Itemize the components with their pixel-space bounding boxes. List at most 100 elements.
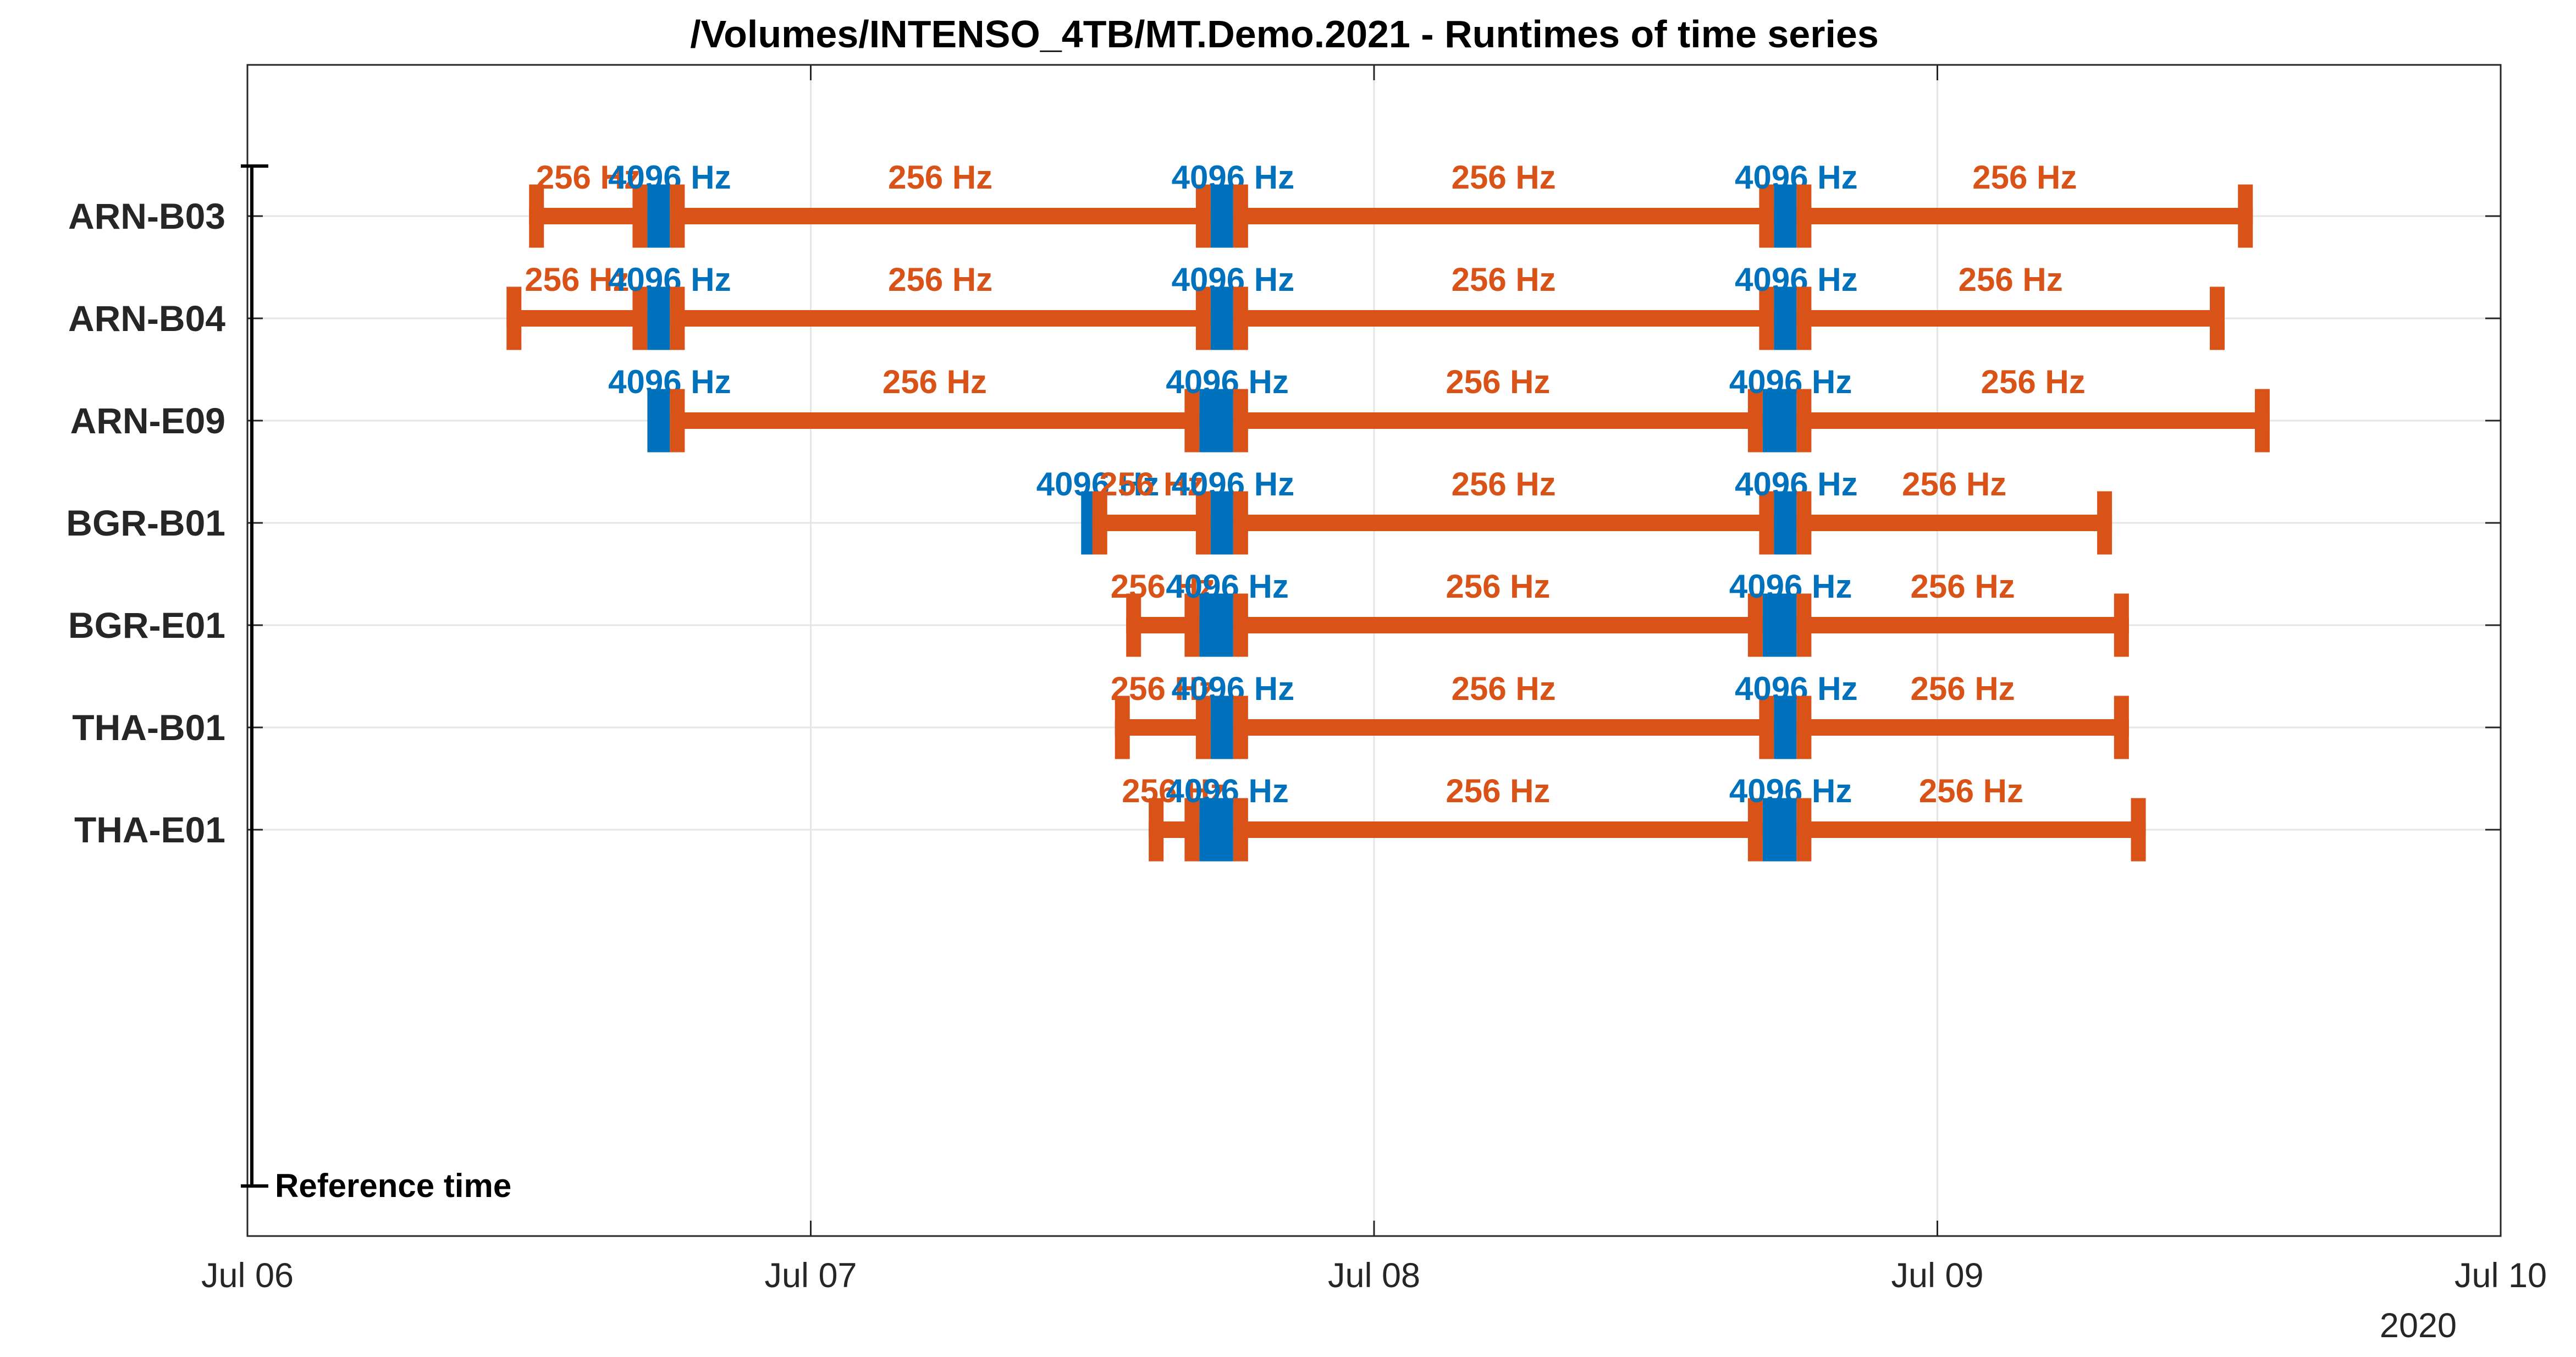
grid-lines	[246, 65, 2502, 1236]
segment-end-cap	[2114, 593, 2129, 657]
segment-256hz-bar	[1233, 412, 1763, 429]
x-tick-label: Jul 07	[764, 1256, 857, 1295]
segment-256hz-bar	[1796, 412, 2270, 429]
segment-start-cap	[1796, 389, 1812, 453]
segment-end-cap	[1759, 696, 1774, 759]
segment-start-cap	[506, 286, 522, 350]
x-axis-ticks: Jul 06 Jul 07 Jul 08 Jul 09 Jul 10	[201, 65, 2547, 1295]
category-labels: ARN-B03 ARN-B04 ARN-E09 BGR-B01 BGR-E01 THA-B…	[66, 196, 2501, 850]
segment-label-256hz: 256 Hz	[1111, 670, 1215, 707]
segment-4096hz-block	[1210, 184, 1233, 248]
segment-end-cap	[1184, 593, 1200, 657]
segment-4096hz-block	[1199, 389, 1233, 453]
segment-start-cap	[670, 389, 685, 453]
segment-256hz-bar	[670, 208, 1211, 224]
segment-256hz-bar	[1233, 310, 1774, 327]
reference-time-marker: Reference time	[241, 164, 511, 1204]
segment-label-4096hz: 4096 Hz	[1735, 261, 1857, 298]
category-label: THA-E01	[74, 809, 225, 850]
segment-start-cap	[1796, 491, 1812, 555]
category-label: ARN-E09	[70, 400, 225, 441]
segment-label-4096hz: 4096 Hz	[1729, 773, 1852, 809]
segment-label-256hz: 256 Hz	[1919, 773, 2023, 809]
segment-end-cap	[2254, 389, 2270, 453]
segment-label-4096hz: 4096 Hz	[608, 159, 731, 196]
segment-label-256hz: 256 Hz	[1959, 261, 2063, 298]
segment-label-4096hz: 4096 Hz	[1172, 466, 1294, 503]
segment-start-cap	[1796, 798, 1812, 862]
segment-end-cap	[1195, 286, 1211, 350]
segment-label-256hz: 256 Hz	[1446, 568, 1550, 605]
segment-256hz-bar	[1233, 617, 1763, 633]
segment-start-cap	[1796, 696, 1812, 759]
segment-label-256hz: 256 Hz	[1972, 159, 2077, 196]
segment-label-256hz: 256 Hz	[1452, 466, 1556, 503]
segment-4096hz-block	[1210, 491, 1233, 555]
segment-4096hz-block	[1774, 184, 1797, 248]
chart-title: /Volumes/INTENSO_4TB/MT.Demo.2021 - Runt…	[690, 13, 1879, 56]
segment-label-256hz: 256 Hz	[1452, 159, 1556, 196]
segment-start-cap	[1092, 491, 1107, 555]
segment-256hz-bar	[529, 208, 648, 224]
segment-4096hz-block	[1210, 286, 1233, 350]
segment-label-4096hz: 4096 Hz	[1729, 568, 1852, 605]
segment-256hz-bar	[506, 310, 648, 327]
segment-start-cap	[1233, 286, 1248, 350]
segment-end-cap	[1184, 389, 1200, 453]
segment-start-cap	[1233, 184, 1248, 248]
segment-start-cap	[1233, 389, 1248, 453]
segment-start-cap	[1796, 184, 1812, 248]
segment-end-cap	[1747, 593, 1763, 657]
segment-4096hz-block	[647, 286, 670, 350]
segment-label-256hz: 256 Hz	[1452, 670, 1556, 707]
segment-end-cap	[632, 286, 648, 350]
segment-end-cap	[1195, 184, 1211, 248]
segment-label-256hz: 256 Hz	[1446, 363, 1550, 400]
segment-label-256hz: 256 Hz	[1911, 670, 2015, 707]
segment-label-4096hz: 4096 Hz	[1729, 363, 1852, 400]
segment-4096hz-block	[647, 184, 670, 248]
segment-start-cap	[1233, 593, 1248, 657]
segment-end-cap	[2238, 184, 2253, 248]
segment-label-4096hz: 4096 Hz	[608, 363, 731, 400]
segment-4096hz-block	[1774, 286, 1797, 350]
segment-label-256hz: 256 Hz	[1902, 466, 2006, 503]
segment-4096hz-block	[1762, 593, 1797, 657]
segment-label-4096hz: 4096 Hz	[1166, 363, 1288, 400]
segment-end-cap	[1184, 798, 1200, 862]
segment-end-cap	[2131, 798, 2146, 862]
segment-start-cap	[1796, 593, 1812, 657]
segment-start-cap	[1233, 798, 1248, 862]
segment-start-cap	[670, 184, 685, 248]
segment-label-4096hz: 4096 Hz	[1735, 159, 1857, 196]
segment-label-256hz: 256 Hz	[1981, 363, 2086, 400]
segment-label-4096hz: 4096 Hz	[1166, 773, 1288, 809]
category-label: BGR-B01	[66, 503, 225, 543]
segment-end-cap	[2209, 286, 2225, 350]
segment-256hz-bar	[1796, 208, 2253, 224]
segment-end-cap	[2114, 696, 2129, 759]
segment-4096hz-block	[1774, 696, 1797, 759]
segment-end-cap	[1195, 696, 1211, 759]
segment-start-cap	[1796, 286, 1812, 350]
reference-time-label: Reference time	[275, 1167, 511, 1204]
segment-256hz-bar	[1115, 719, 1211, 736]
segment-start-cap	[1233, 696, 1248, 759]
segment-256hz-bar	[1796, 617, 2129, 633]
segment-4096hz-block	[1762, 389, 1797, 453]
segment-end-cap	[632, 184, 648, 248]
segment-end-cap	[1747, 798, 1763, 862]
segment-label-256hz: 256 Hz	[1446, 773, 1550, 809]
segment-start-cap	[1126, 593, 1141, 657]
segment-label-256hz: 256 Hz	[1111, 568, 1215, 605]
x-axis-year-label: 2020	[2380, 1306, 2457, 1345]
